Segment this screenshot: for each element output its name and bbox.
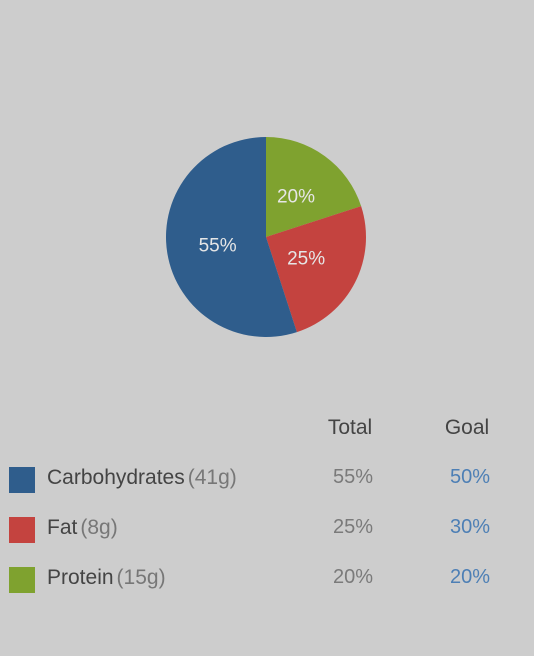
pie-slice-fat: [266, 206, 366, 333]
row-name: Carbohydrates: [47, 466, 185, 489]
row-total: 55%: [332, 466, 374, 488]
row-total: 25%: [332, 516, 374, 538]
pie-slice-protein: [266, 137, 362, 237]
carbohydrates-color-swatch: [9, 467, 35, 493]
goal-column-header: Goal: [444, 416, 490, 439]
row-goal: 50%: [449, 466, 491, 488]
row-amount: (8g): [80, 516, 118, 539]
row-total: 20%: [332, 566, 374, 588]
table-row-protein: Protein (15g) 20% 20%: [0, 565, 534, 605]
row-name: Protein: [47, 566, 114, 589]
row-goal: 30%: [449, 516, 491, 538]
row-amount: (41g): [187, 466, 237, 489]
row-amount: (15g): [116, 566, 166, 589]
macronutrient-pie-chart: 20% 25% 55%: [165, 137, 366, 337]
pie-label-fat: 25%: [287, 248, 325, 269]
row-goal: 20%: [449, 566, 491, 588]
total-column-header: Total: [327, 416, 373, 439]
fat-color-swatch: [9, 517, 35, 543]
pie-label-carbohydrates: 55%: [199, 236, 237, 257]
table-row-carbohydrates: Carbohydrates (41g) 55% 50%: [0, 465, 534, 505]
table-row-fat: Fat (8g) 25% 30%: [0, 515, 534, 555]
row-name: Fat: [47, 516, 78, 539]
protein-color-swatch: [9, 567, 35, 593]
pie-label-protein: 20%: [277, 187, 315, 208]
pie-slice-carbohydrates: [165, 137, 297, 337]
